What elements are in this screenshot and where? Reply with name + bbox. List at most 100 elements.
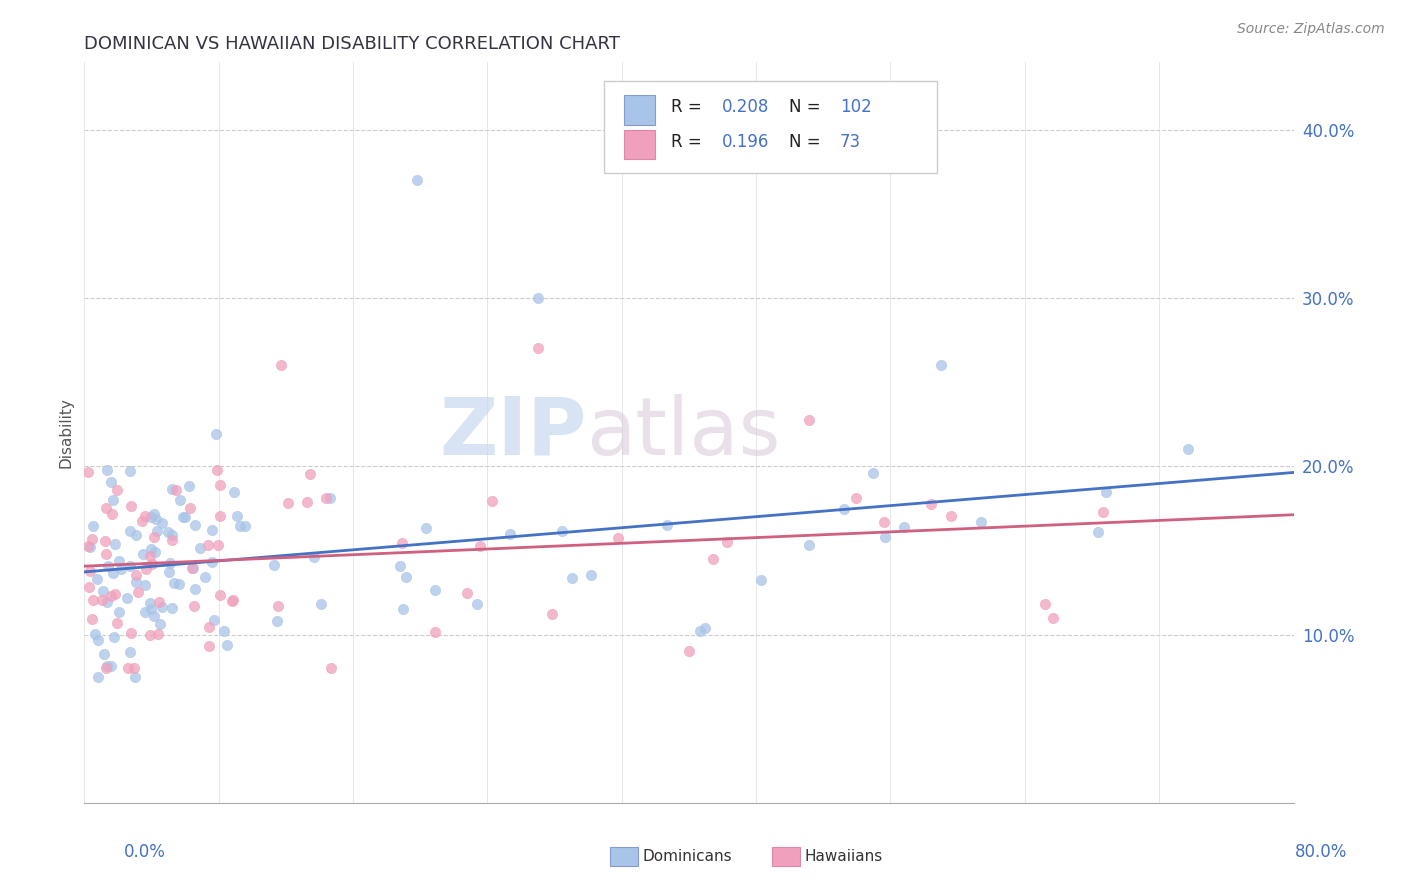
Point [201, 555, 224, 569]
Point [96, 595, 118, 609]
Point [93, 647, 115, 661]
Point [209, 508, 232, 523]
Point [395, 569, 418, 583]
Point [101, 492, 124, 507]
Point [541, 607, 564, 621]
Point [1033, 598, 1056, 612]
Point [266, 614, 288, 628]
Point [205, 463, 228, 477]
Point [120, 645, 142, 659]
Point [96, 463, 118, 477]
Point [465, 597, 488, 611]
Point [118, 558, 141, 573]
Point [160, 528, 183, 542]
Point [702, 552, 724, 566]
Point [77, 580, 100, 594]
Point [224, 485, 246, 500]
Text: R =: R = [671, 133, 702, 151]
Point [105, 615, 128, 630]
Point [179, 501, 201, 516]
Point [138, 596, 160, 610]
Point [84, 627, 107, 641]
Point [302, 549, 325, 564]
Point [135, 562, 157, 576]
Point [157, 565, 180, 579]
Point [169, 492, 191, 507]
Point [79, 540, 101, 554]
Point [873, 515, 896, 529]
Point [197, 538, 219, 552]
Text: 73: 73 [841, 133, 862, 151]
Point [132, 547, 155, 561]
Point [115, 591, 138, 605]
Point [117, 661, 139, 675]
Point [222, 592, 245, 607]
Point [319, 491, 342, 506]
Point [423, 583, 446, 598]
FancyBboxPatch shape [624, 95, 655, 125]
Point [797, 538, 820, 552]
Point [797, 413, 820, 427]
Text: N =: N = [789, 98, 821, 116]
Point [920, 497, 942, 511]
Text: DOMINICAN VS HAWAIIAN DISABILITY CORRELATION CHART: DOMINICAN VS HAWAIIAN DISABILITY CORRELA… [84, 35, 620, 53]
Text: R =: R = [671, 98, 702, 116]
Point [198, 620, 221, 634]
Point [148, 595, 170, 609]
Point [76, 539, 98, 553]
Text: 0.196: 0.196 [721, 133, 769, 151]
Point [101, 507, 124, 521]
Point [124, 670, 146, 684]
Point [160, 533, 183, 547]
Point [120, 499, 142, 513]
Point [527, 291, 550, 305]
Point [527, 342, 550, 356]
Text: atlas: atlas [586, 393, 780, 472]
Point [207, 538, 229, 552]
Point [862, 466, 884, 480]
Point [845, 491, 868, 505]
Point [79, 564, 101, 578]
Point [693, 621, 716, 635]
Point [657, 518, 679, 533]
Text: Source: ZipAtlas.com: Source: ZipAtlas.com [1237, 22, 1385, 37]
Point [138, 628, 160, 642]
Point [295, 494, 318, 508]
Text: N =: N = [789, 133, 821, 151]
Point [87, 670, 110, 684]
Point [209, 478, 232, 492]
Point [143, 507, 166, 521]
Point [1087, 524, 1109, 539]
Point [270, 359, 292, 373]
Point [82, 532, 104, 546]
Point [139, 510, 162, 524]
Point [194, 569, 217, 583]
Point [160, 601, 183, 615]
Point [91, 583, 114, 598]
Point [263, 558, 285, 572]
Point [215, 638, 238, 652]
Text: Dominicans: Dominicans [643, 849, 733, 863]
Point [165, 483, 187, 498]
Point [104, 587, 127, 601]
Point [127, 585, 149, 599]
Point [120, 524, 142, 538]
Point [208, 588, 231, 602]
Point [107, 554, 129, 568]
Point [221, 594, 243, 608]
Point [415, 521, 437, 535]
Point [423, 624, 446, 639]
Point [749, 573, 772, 587]
Point [100, 475, 122, 489]
Point [82, 612, 104, 626]
Point [105, 483, 128, 497]
Point [163, 576, 186, 591]
Point [939, 508, 962, 523]
Point [139, 549, 162, 564]
Point [470, 540, 492, 554]
Point [226, 508, 249, 523]
Y-axis label: Disability: Disability [58, 397, 73, 468]
Point [96, 661, 118, 675]
FancyBboxPatch shape [605, 81, 936, 173]
Point [832, 502, 855, 516]
